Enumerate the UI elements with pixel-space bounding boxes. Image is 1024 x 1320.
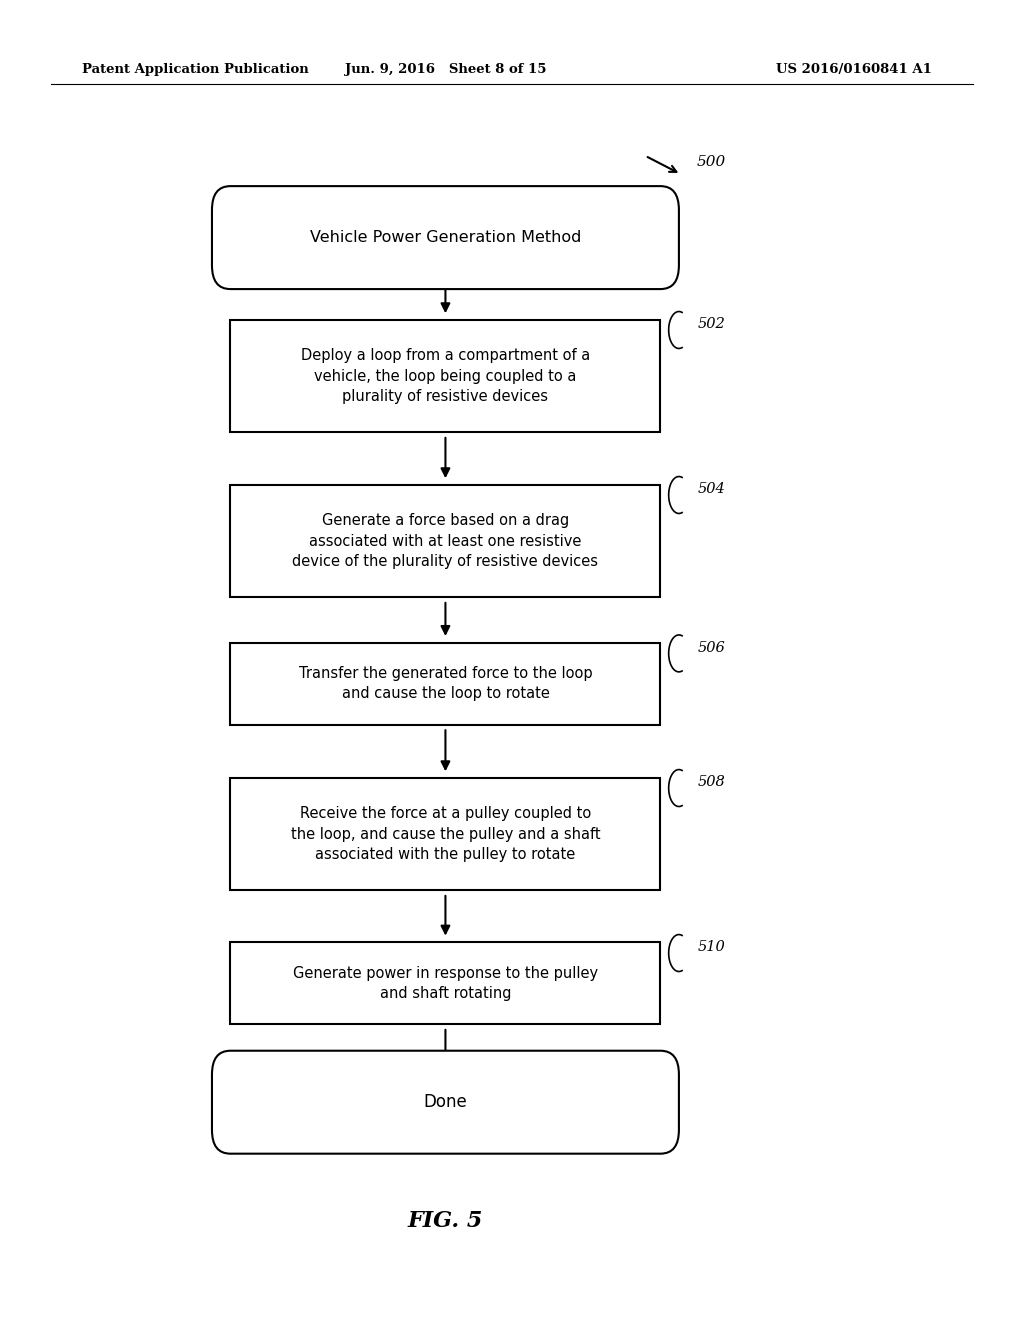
Text: FIG. 5: FIG. 5 <box>408 1210 483 1232</box>
Text: Generate a force based on a drag
associated with at least one resistive
device o: Generate a force based on a drag associa… <box>293 513 598 569</box>
Text: 506: 506 <box>697 640 725 655</box>
FancyBboxPatch shape <box>212 186 679 289</box>
FancyBboxPatch shape <box>230 643 660 725</box>
Text: 508: 508 <box>697 775 725 789</box>
Text: Vehicle Power Generation Method: Vehicle Power Generation Method <box>309 230 582 246</box>
Text: 500: 500 <box>696 156 726 169</box>
FancyBboxPatch shape <box>230 942 660 1024</box>
Text: Done: Done <box>424 1093 467 1111</box>
FancyBboxPatch shape <box>230 321 660 433</box>
Text: Jun. 9, 2016   Sheet 8 of 15: Jun. 9, 2016 Sheet 8 of 15 <box>345 63 546 77</box>
Text: Generate power in response to the pulley
and shaft rotating: Generate power in response to the pulley… <box>293 966 598 1001</box>
Text: 504: 504 <box>697 482 725 496</box>
FancyBboxPatch shape <box>230 486 660 597</box>
Text: Patent Application Publication: Patent Application Publication <box>82 63 308 77</box>
Text: US 2016/0160841 A1: US 2016/0160841 A1 <box>776 63 932 77</box>
Text: Deploy a loop from a compartment of a
vehicle, the loop being coupled to a
plura: Deploy a loop from a compartment of a ve… <box>301 348 590 404</box>
Text: Transfer the generated force to the loop
and cause the loop to rotate: Transfer the generated force to the loop… <box>299 667 592 701</box>
Text: 510: 510 <box>697 940 725 954</box>
Text: Receive the force at a pulley coupled to
the loop, and cause the pulley and a sh: Receive the force at a pulley coupled to… <box>291 807 600 862</box>
FancyBboxPatch shape <box>212 1051 679 1154</box>
Text: 502: 502 <box>697 317 725 331</box>
FancyBboxPatch shape <box>230 777 660 890</box>
